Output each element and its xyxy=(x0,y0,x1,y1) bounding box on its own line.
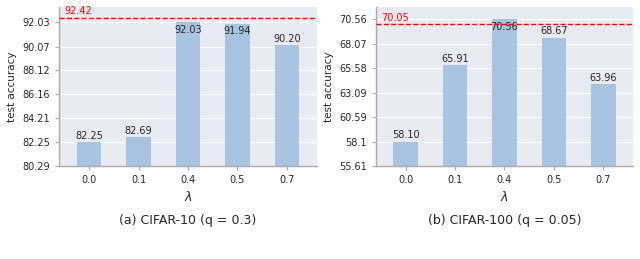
Text: 70.05: 70.05 xyxy=(381,13,408,23)
Text: 90.20: 90.20 xyxy=(273,34,301,44)
Bar xyxy=(541,38,566,259)
Text: 68.67: 68.67 xyxy=(540,26,568,37)
Bar xyxy=(393,142,418,259)
Text: 92.03: 92.03 xyxy=(174,25,202,35)
Text: (b) CIFAR-100 (q = 0.05): (b) CIFAR-100 (q = 0.05) xyxy=(428,214,581,227)
Bar xyxy=(77,142,102,259)
Bar xyxy=(275,45,300,259)
Text: 92.42: 92.42 xyxy=(65,6,92,17)
Bar xyxy=(443,65,467,259)
Bar xyxy=(225,24,250,259)
Y-axis label: test accuracy: test accuracy xyxy=(7,51,17,122)
Text: 82.69: 82.69 xyxy=(125,126,152,136)
Text: (a) CIFAR-10 (q = 0.3): (a) CIFAR-10 (q = 0.3) xyxy=(120,214,257,227)
Text: 58.10: 58.10 xyxy=(392,131,419,140)
Text: 63.96: 63.96 xyxy=(589,73,617,83)
Bar xyxy=(492,19,517,259)
Text: 70.56: 70.56 xyxy=(491,21,518,32)
X-axis label: λ: λ xyxy=(500,191,508,204)
Bar xyxy=(175,23,200,259)
X-axis label: λ: λ xyxy=(184,191,192,204)
Text: 65.91: 65.91 xyxy=(441,54,469,64)
Bar xyxy=(126,137,151,259)
Text: 91.94: 91.94 xyxy=(224,26,252,36)
Y-axis label: test accuracy: test accuracy xyxy=(324,51,333,122)
Bar xyxy=(591,84,616,259)
Text: 82.25: 82.25 xyxy=(75,131,103,141)
